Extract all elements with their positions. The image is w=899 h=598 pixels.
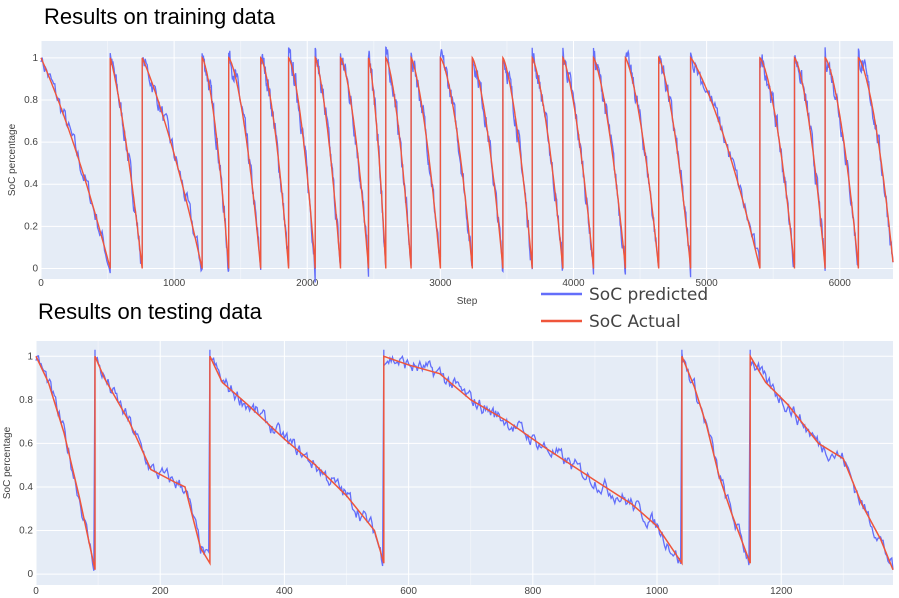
series-line-actual — [35, 353, 894, 571]
testing-chart: 0 200 400 600 800 1000 1200 0 0.2 0.4 0.6 0.8 1 SoC p… — [2, 341, 894, 597]
y-tick-label: 0.6 — [19, 438, 33, 449]
y-tick-label: 0.4 — [24, 179, 38, 190]
x-tick-label: 5000 — [696, 278, 719, 289]
x-tick-label: 3000 — [429, 278, 452, 289]
y-tick-label: 0.2 — [24, 221, 38, 232]
y-tick-label: 0 — [27, 569, 33, 580]
chart-legend[interactable]: SoC predicted SoC Actual — [541, 285, 708, 332]
y-tick-label: 0.8 — [24, 95, 38, 106]
y-tick-label: 0 — [32, 263, 38, 274]
y-tick-label: 0.4 — [19, 482, 33, 493]
x-axis-title: Step — [457, 296, 478, 307]
y-tick-label: 1 — [32, 53, 38, 64]
series-line-actual — [40, 55, 894, 269]
y-axis-title: SoC percentage — [2, 426, 13, 499]
x-tick-label: 600 — [400, 586, 417, 597]
x-tick-label: 2000 — [296, 278, 319, 289]
x-tick-label: 6000 — [829, 278, 852, 289]
y-axis-title: SoC percentage — [7, 123, 18, 196]
x-tick-label: 0 — [33, 586, 39, 597]
training-chart: 0 1000 2000 3000 4000 5000 6000 0 0.2 0.4 0.6 0.8 1 S… — [7, 41, 894, 307]
testing-results-heading: Results on testing data — [38, 299, 262, 324]
x-tick-label: 0 — [38, 278, 44, 289]
x-tick-label: 400 — [276, 586, 293, 597]
plot-area — [36, 341, 893, 585]
x-tick-label: 1000 — [646, 586, 669, 597]
legend-label-actual: SoC Actual — [589, 312, 681, 332]
y-tick-label: 0.8 — [19, 395, 33, 406]
x-tick-label: 1200 — [770, 586, 793, 597]
x-tick-label: 800 — [524, 586, 541, 597]
y-tick-label: 0.6 — [24, 137, 38, 148]
y-tick-label: 1 — [27, 351, 33, 362]
plot-area — [41, 41, 893, 279]
x-tick-label: 4000 — [562, 278, 585, 289]
training-results-heading: Results on training data — [44, 4, 276, 29]
y-tick-label: 0.2 — [19, 526, 33, 537]
x-tick-label: 1000 — [163, 278, 186, 289]
legend-label-predicted: SoC predicted — [589, 285, 708, 305]
x-tick-label: 200 — [152, 586, 169, 597]
